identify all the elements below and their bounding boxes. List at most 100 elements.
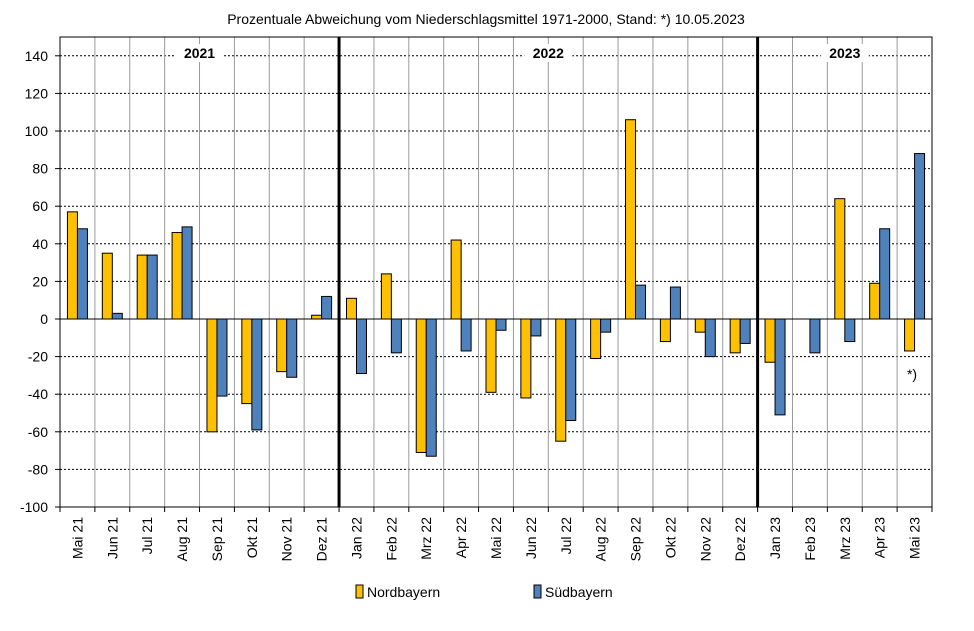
bar-nordbayern: [206, 318, 218, 433]
bar-südbayern: [181, 226, 193, 320]
x-tick-label: Nov 21: [279, 517, 295, 562]
year-label-bg: [820, 44, 869, 62]
x-axis-ticks: Mai 21 Jun 21 Jul 21 Aug 21 Sep 21 Okt 21 Nov …: [59, 507, 933, 562]
y-tick-label: 0: [40, 311, 48, 327]
x-tick-label: Okt 21: [244, 517, 260, 558]
bar-nordbayern: [659, 318, 671, 343]
legend-label-nordbayern: Nordbayern: [367, 584, 440, 600]
bar-südbayern: [460, 318, 472, 352]
x-tick-label: Mai 22: [488, 517, 504, 559]
footnote-marker: *): [907, 366, 917, 382]
y-tick-label: -40: [28, 386, 48, 402]
bar-südbayern: [844, 318, 856, 343]
bar-nordbayern: [171, 232, 183, 320]
x-tick-label: Jun 21: [104, 517, 120, 559]
bar-südbayern: [76, 228, 88, 320]
bar-nordbayern: [834, 198, 846, 320]
x-tick-label: Dez 22: [732, 517, 748, 562]
bar-südbayern: [216, 318, 228, 397]
bar-südbayern: [879, 228, 891, 320]
x-tick-label: Jul 22: [558, 517, 574, 555]
bar-nordbayern: [904, 318, 916, 352]
bar-nordbayern: [729, 318, 741, 354]
bar-nordbayern: [311, 314, 323, 320]
bar-südbayern: [704, 318, 716, 358]
y-tick-label: 20: [32, 273, 48, 289]
bar-nordbayern: [520, 318, 532, 399]
x-tick-label: Jan 23: [767, 517, 783, 559]
legend-label-südbayern: Südbayern: [545, 584, 613, 600]
x-tick-label: Mai 23: [907, 517, 923, 559]
bar-südbayern: [739, 318, 751, 344]
plot-area: [60, 37, 932, 507]
bar-nordbayern: [450, 239, 462, 320]
bar-südbayern: [635, 284, 647, 320]
bar-südbayern: [321, 295, 333, 320]
bar-südbayern: [286, 318, 298, 378]
bar-südbayern: [390, 318, 402, 354]
y-tick-label: -80: [28, 461, 48, 477]
x-tick-label: Okt 22: [662, 517, 678, 558]
bar-nordbayern: [415, 318, 427, 453]
year-label: 2022: [533, 45, 564, 61]
year-label: 2023: [829, 45, 860, 61]
y-tick-label: -100: [20, 499, 48, 515]
y-tick-label: 120: [25, 85, 49, 101]
x-tick-label: Aug 22: [593, 517, 609, 562]
x-tick-label: Nov 22: [697, 517, 713, 562]
axes: [59, 36, 933, 508]
x-tick-label: Jun 22: [523, 517, 539, 559]
year-labels: 2021 2022 2023: [175, 44, 869, 62]
bar-nordbayern: [66, 211, 78, 320]
year-label-bg: [524, 44, 573, 62]
bar-nordbayern: [764, 318, 776, 363]
bar-nordbayern: [555, 318, 567, 442]
year-label-bg: [175, 44, 224, 62]
x-tick-label: Jan 22: [348, 517, 364, 559]
x-tick-label: Dez 21: [314, 517, 330, 562]
bar-nordbayern: [380, 273, 392, 320]
legend-swatch-südbayern: [533, 584, 542, 599]
legend-swatch-nordbayern: [355, 584, 364, 599]
x-tick-label: Apr 23: [872, 517, 888, 558]
y-tick-label: -60: [28, 424, 48, 440]
bar-südbayern: [355, 318, 367, 375]
legend: Nordbayern Südbayern: [355, 584, 613, 600]
x-tick-label: Feb 23: [802, 517, 818, 561]
bar-südbayern: [146, 254, 158, 320]
bar-südbayern: [774, 318, 786, 416]
y-tick-label: -20: [28, 349, 48, 365]
x-tick-label: Mrz 23: [837, 517, 853, 560]
x-tick-label: Mrz 22: [418, 517, 434, 560]
bar-nordbayern: [869, 282, 881, 320]
chart-title: Prozentuale Abweichung vom Niederschlags…: [227, 11, 745, 27]
bar-südbayern: [111, 312, 123, 320]
x-tick-label: Apr 22: [453, 517, 469, 558]
bar-südbayern: [425, 318, 437, 457]
bar-südbayern: [251, 318, 263, 431]
bar-nordbayern: [136, 254, 148, 320]
y-tick-label: 100: [25, 123, 49, 139]
bar-nordbayern: [345, 297, 357, 320]
year-label: 2021: [184, 45, 215, 61]
x-tick-label: Sep 21: [209, 517, 225, 562]
bar-nordbayern: [694, 318, 706, 333]
x-tick-label: Aug 21: [174, 517, 190, 562]
bar-südbayern: [530, 318, 542, 337]
plot-border: [59, 36, 933, 508]
y-tick-label: 40: [32, 236, 48, 252]
bar-nordbayern: [241, 318, 253, 405]
x-tick-label: Mai 21: [69, 517, 85, 559]
y-axis-ticks: 140 120 100 80 60 40 20 0 -20 -40 -60 -80 -100: [20, 48, 60, 515]
bar-südbayern: [495, 318, 507, 331]
y-tick-label: 140: [25, 48, 49, 64]
bar-südbayern: [600, 318, 612, 333]
bar-nordbayern: [590, 318, 602, 359]
bar-nordbayern: [625, 119, 637, 320]
x-tick-label: Feb 22: [383, 517, 399, 561]
bar-nordbayern: [276, 318, 288, 373]
x-tick-label: Sep 22: [628, 517, 644, 562]
bar-südbayern: [809, 318, 821, 354]
bar-südbayern: [669, 286, 681, 320]
